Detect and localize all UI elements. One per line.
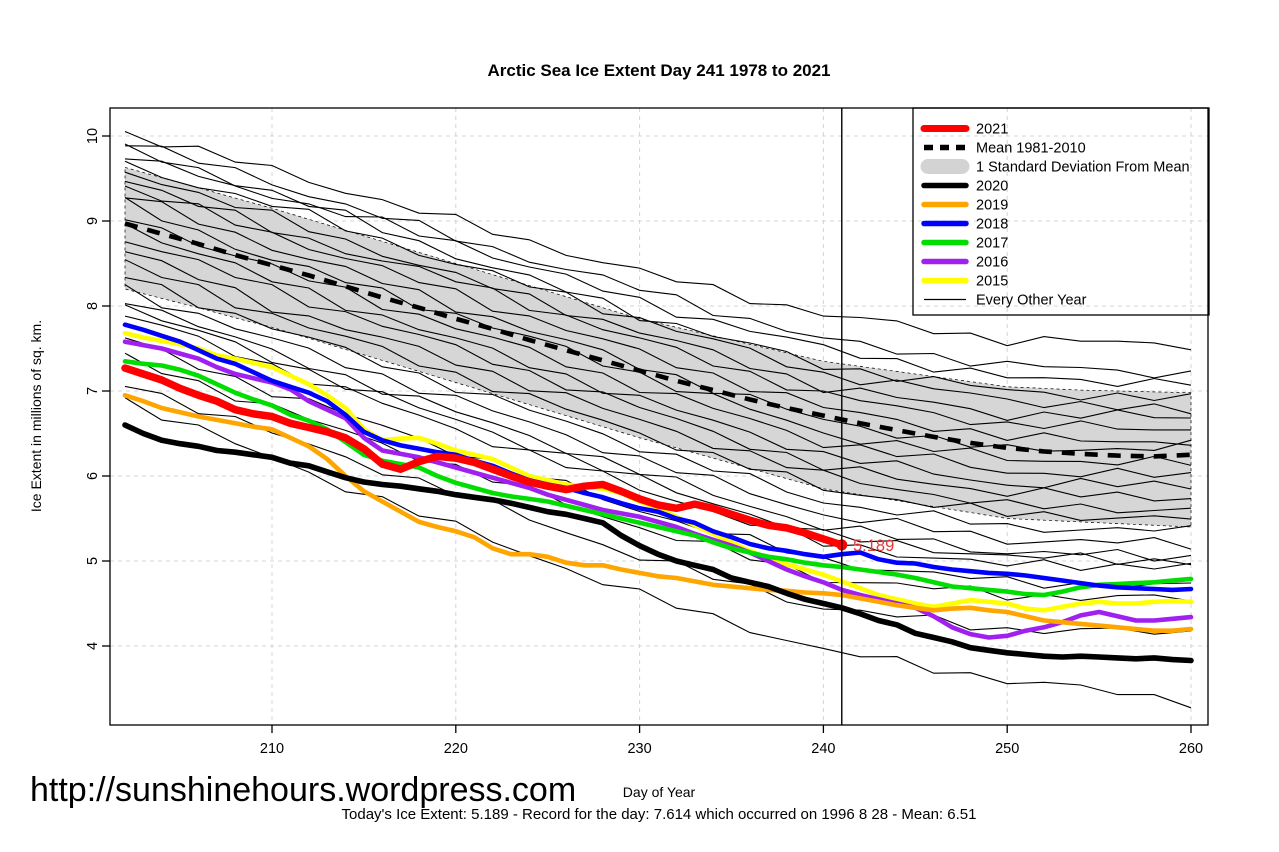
chart-render-root: 210 220 230 240 250 260 4 5 6 7 8 9 10 2021 Mean 1981-… [85, 107, 1210, 757]
legend-item-2018: 2018 [921, 217, 1008, 233]
legend-item-2019: 2019 [921, 198, 1008, 214]
background-year-line [124, 145, 1192, 379]
legend-label: 2017 [976, 236, 1008, 252]
background-year-line [124, 397, 1192, 709]
background-year-line [124, 304, 1192, 566]
mean-line [124, 221, 1192, 459]
series-2020 [122, 422, 1194, 664]
y-tick-label: 10 [85, 128, 101, 144]
x-tick-label: 240 [811, 741, 835, 757]
legend-label: 2016 [976, 255, 1008, 271]
y-tick-label: 4 [85, 642, 101, 650]
plot-border [109, 107, 1209, 726]
background-year-line [124, 160, 1192, 415]
background-year-line [124, 171, 1192, 421]
year-series [121, 322, 1194, 664]
legend-label: Mean 1981-2010 [976, 141, 1086, 157]
background-year-line [124, 185, 1192, 446]
y-tick-label: 7 [85, 387, 101, 395]
y-tick-label: 6 [85, 472, 101, 480]
legend-label: 2020 [976, 179, 1008, 195]
background-year-line [124, 303, 1192, 562]
legend-label: 2015 [976, 274, 1008, 290]
background-year-line [124, 251, 1192, 514]
footer-stats: Today's Ice Extent: 5.189 - Record for t… [342, 806, 977, 823]
background-year-line [124, 197, 1192, 452]
legend-item-every-other-year: Every Other Year [924, 293, 1087, 309]
legend-item-2017: 2017 [921, 236, 1008, 252]
background-year-line [124, 241, 1192, 502]
background-year-line [124, 223, 1192, 490]
x-tick-label: 250 [995, 741, 1019, 757]
background-year-line [124, 143, 1192, 387]
plot-frame [109, 107, 1209, 726]
y-axis-label: Ice Extent in millions of sq. km. [28, 320, 44, 512]
legend-label: 2019 [976, 198, 1008, 214]
series-2021 [121, 364, 846, 549]
background-year-line [124, 158, 1192, 402]
legend-label: 2021 [976, 122, 1008, 138]
series-2018 [122, 322, 1194, 593]
legend-item-mean-1981-2010: Mean 1981-2010 [924, 141, 1086, 157]
legend: 2021 Mean 1981-2010 1 Standard Deviation F… [912, 107, 1210, 316]
legend-item-1-standard-deviation-from-mean: 1 Standard Deviation From Mean [920, 159, 1190, 176]
legend-item-2015: 2015 [921, 274, 1008, 290]
legend-label: 2018 [976, 217, 1008, 233]
axes-ticks: 210 220 230 240 250 260 4 5 6 7 8 9 10 [85, 128, 1203, 757]
x-tick-label: 220 [444, 741, 468, 757]
series-2019 [122, 392, 1194, 634]
background-year-line [124, 259, 1192, 521]
series-2016 [122, 339, 1194, 640]
band-polygon [124, 166, 1192, 528]
series-2017 [122, 358, 1194, 598]
x-axis-label: Day of Year [623, 784, 696, 800]
background-year-line [124, 219, 1192, 478]
footer-url: http://sunshinehours.wordpress.com [30, 771, 576, 809]
y-tick-label: 8 [85, 302, 101, 310]
x-tick-label: 210 [260, 741, 284, 757]
background-year-line [124, 130, 1192, 351]
chart-title: Arctic Sea Ice Extent Day 241 1978 to 20… [487, 61, 830, 80]
background-year-line [124, 196, 1192, 466]
background-year-line [124, 276, 1192, 533]
legend-box [912, 107, 1210, 316]
y-tick-label: 9 [85, 217, 101, 225]
every-other-year-lines [124, 130, 1192, 709]
std-deviation-band [124, 166, 1192, 528]
background-year-line [124, 180, 1191, 431]
legend-item-2020: 2020 [921, 179, 1008, 195]
legend-item-2016: 2016 [921, 255, 1008, 271]
x-tick-label: 260 [1179, 741, 1203, 757]
x-tick-label: 230 [627, 741, 651, 757]
series-mean-1981-2010 [124, 221, 1192, 459]
day-241-value-annotation: 5.189 [853, 537, 894, 555]
background-year-line [124, 284, 1192, 550]
legend-item-2021: 2021 [920, 122, 1008, 138]
legend-label: 1 Standard Deviation From Mean [976, 160, 1190, 176]
legend-label: Every Other Year [976, 293, 1087, 309]
y-tick-label: 5 [85, 557, 101, 565]
